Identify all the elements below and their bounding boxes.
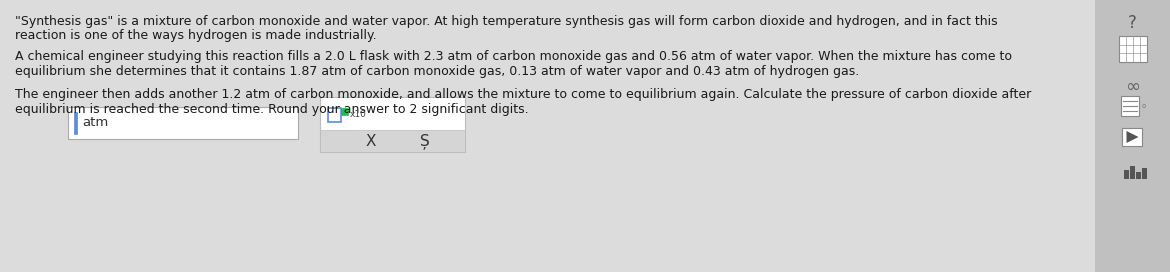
FancyBboxPatch shape (1129, 166, 1135, 179)
FancyBboxPatch shape (1123, 170, 1129, 179)
Text: x10: x10 (350, 110, 367, 119)
Text: X: X (365, 134, 376, 149)
Polygon shape (1127, 131, 1138, 143)
Text: ?: ? (1128, 14, 1137, 32)
Text: atm: atm (82, 116, 109, 129)
FancyBboxPatch shape (1095, 0, 1170, 272)
FancyBboxPatch shape (68, 107, 298, 139)
Text: reaction is one of the ways hydrogen is made industrially.: reaction is one of the ways hydrogen is … (15, 29, 377, 42)
FancyBboxPatch shape (1119, 36, 1147, 62)
FancyBboxPatch shape (74, 112, 77, 134)
Text: °: ° (1141, 103, 1147, 116)
Text: A chemical engineer studying this reaction fills a 2.0 L flask with 2.3 atm of c: A chemical engineer studying this reacti… (15, 50, 1012, 63)
FancyBboxPatch shape (1122, 128, 1142, 146)
FancyBboxPatch shape (1136, 172, 1141, 179)
FancyBboxPatch shape (328, 108, 340, 122)
Text: ∞: ∞ (1126, 78, 1140, 96)
Text: "Synthesis gas" is a mixture of carbon monoxide and water vapor. At high tempera: "Synthesis gas" is a mixture of carbon m… (15, 15, 998, 28)
Text: equilibrium she determines that it contains 1.87 atm of carbon monoxide gas, 0.1: equilibrium she determines that it conta… (15, 65, 859, 78)
FancyBboxPatch shape (1142, 168, 1147, 179)
Text: The engineer then adds another 1.2 atm of carbon monoxide, and allows the mixtur: The engineer then adds another 1.2 atm o… (15, 88, 1031, 101)
FancyBboxPatch shape (340, 108, 347, 115)
FancyBboxPatch shape (0, 0, 1095, 272)
FancyBboxPatch shape (321, 130, 464, 152)
Text: equilibrium is reached the second time. Round your answer to 2 significant digit: equilibrium is reached the second time. … (15, 103, 529, 116)
FancyBboxPatch shape (321, 97, 464, 152)
FancyBboxPatch shape (1121, 96, 1138, 116)
Text: Ș: Ș (420, 133, 429, 149)
